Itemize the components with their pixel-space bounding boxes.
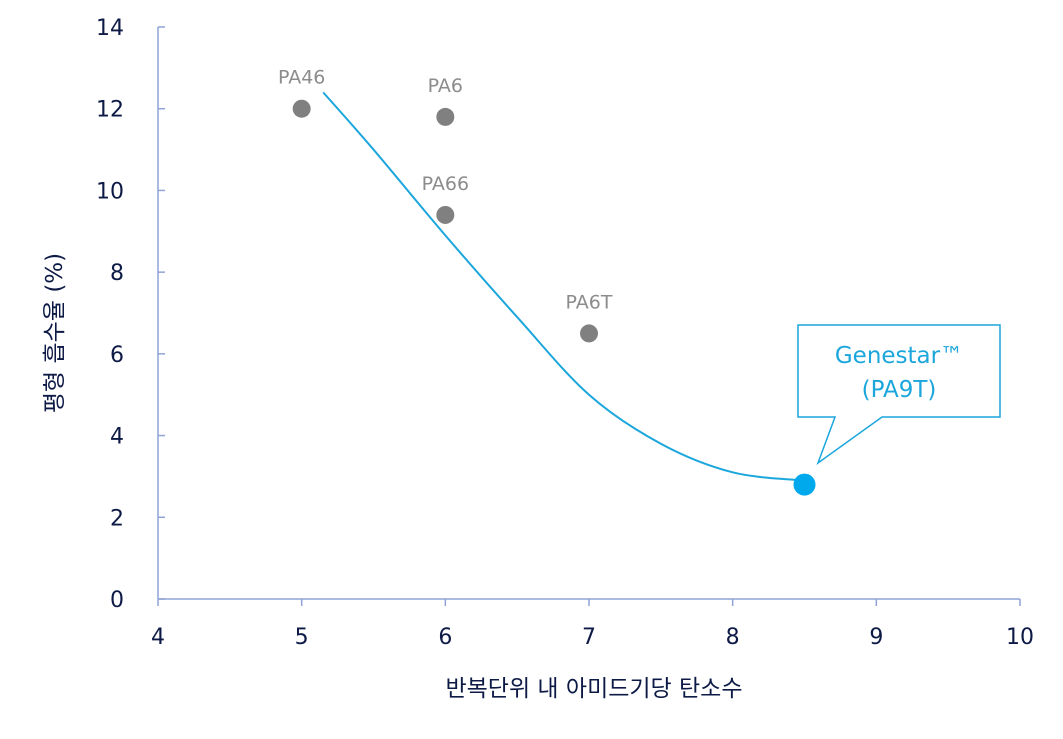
data-point-pa66 [436, 205, 455, 224]
x-tick-label: 5 [295, 625, 309, 650]
y-tick-label: 0 [110, 588, 124, 613]
x-tick-label: 9 [869, 625, 883, 650]
y-tick-label: 2 [110, 506, 124, 531]
callout-box [797, 324, 1001, 466]
y-tick-label: 14 [96, 16, 124, 41]
x-tick-label: 6 [438, 625, 452, 650]
point-label: PA66 [422, 173, 469, 195]
y-tick-label: 10 [96, 179, 124, 204]
y-tick-label: 4 [110, 425, 124, 450]
callout-text: (PA9T) [862, 377, 937, 403]
data-point-pa46 [292, 99, 311, 118]
x-tick-label: 7 [582, 625, 596, 650]
y-tick-label: 8 [110, 261, 124, 286]
y-tick-label: 6 [110, 343, 124, 368]
data-point-genestar [793, 473, 816, 496]
x-tick-label: 4 [151, 625, 165, 650]
x-axis-title: 반복단위 내 아미드기당 탄소수 [445, 676, 742, 702]
x-tick-label: 10 [1006, 625, 1034, 650]
data-points: PA46 PA6 PA66 PA6T [278, 67, 816, 496]
x-tick-label: 8 [726, 625, 740, 650]
trend-curve [322, 91, 805, 482]
point-label: PA46 [278, 67, 325, 89]
axes: 4 5 6 7 8 9 10 0 2 4 6 8 10 12 14 [96, 16, 1034, 650]
point-label: PA6 [428, 75, 463, 97]
data-point-pa6t [580, 324, 598, 343]
y-tick-label: 12 [96, 98, 124, 123]
point-label: PA6T [566, 291, 613, 313]
y-axis-title: 평형 흡수율 (%) [42, 253, 68, 413]
callout-text: Genestar™ [835, 343, 963, 369]
callout: Genestar™ (PA9T) [797, 324, 1001, 466]
data-point-pa6 [436, 107, 455, 126]
